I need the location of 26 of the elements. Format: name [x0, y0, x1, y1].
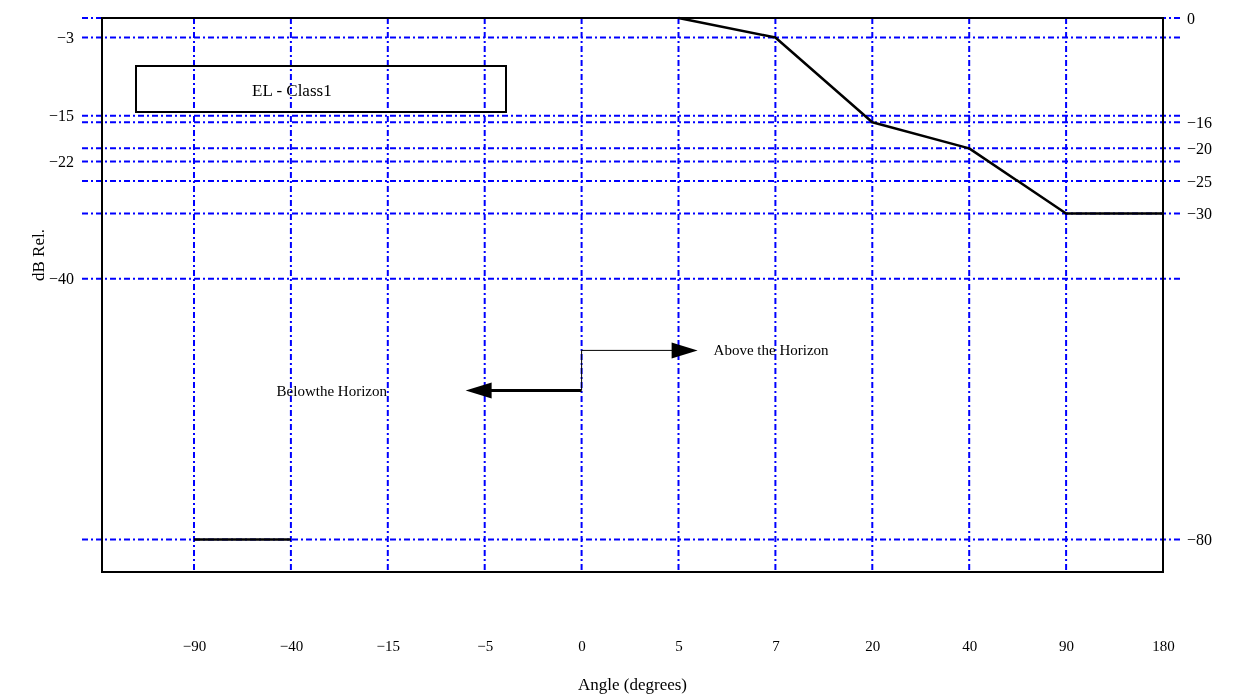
x-tick-label: 7 [772, 637, 781, 654]
text: EL - Class1 [252, 81, 332, 100]
y-tick-label: −3 [56, 29, 74, 47]
x-tick-label: −5 [477, 637, 494, 654]
y-tick-label: −15 [48, 107, 74, 125]
x-tick-label: 180 [1152, 637, 1175, 654]
x-tick-label: 40 [962, 637, 978, 654]
x-tick-label: 0 [578, 637, 586, 654]
y2-tick-label: −20 [1187, 139, 1213, 157]
x-tick-label: 5 [675, 637, 683, 654]
y2-tick-label: −80 [1187, 531, 1213, 549]
x-axis-title: Angle (degrees) [577, 675, 688, 694]
y2-tick-label: −25 [1187, 172, 1213, 190]
y-axis-title: dB Rel. [29, 229, 48, 281]
y2-tick-label: −16 [1187, 113, 1213, 131]
x-tick-label: −40 [279, 637, 304, 654]
x-tick-label: −15 [376, 637, 401, 654]
x-tick-label: 20 [865, 637, 881, 654]
y2-tick-label: −30 [1187, 205, 1213, 223]
annotation: Above the Horizon [713, 342, 830, 359]
y-tick-label: −22 [48, 153, 74, 171]
annotation: Belowthe Horizon [276, 383, 388, 400]
y2-tick-label: 0 [1187, 9, 1195, 27]
x-tick-label: 90 [1059, 637, 1075, 654]
y-tick-label: −40 [48, 270, 74, 288]
x-tick-label: −90 [182, 637, 207, 654]
